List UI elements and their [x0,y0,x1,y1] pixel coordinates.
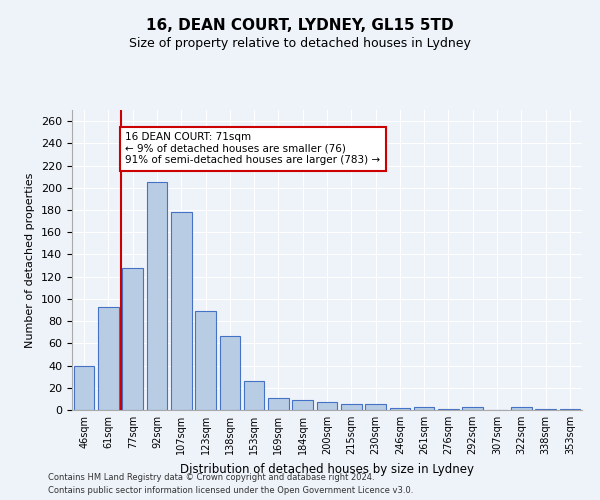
Bar [74,366,94,410]
Bar [122,268,143,410]
Bar [438,409,459,410]
Bar [463,406,483,410]
Text: 16 DEAN COURT: 71sqm
← 9% of detached houses are smaller (76)
91% of semi-detach: 16 DEAN COURT: 71sqm ← 9% of detached ho… [125,132,380,166]
Bar [268,398,289,410]
Bar [414,406,434,410]
Bar [317,402,337,410]
Text: 16, DEAN COURT, LYDNEY, GL15 5TD: 16, DEAN COURT, LYDNEY, GL15 5TD [146,18,454,32]
Bar [560,409,580,410]
Bar [535,409,556,410]
Bar [146,182,167,410]
Y-axis label: Number of detached properties: Number of detached properties [25,172,35,348]
X-axis label: Distribution of detached houses by size in Lydney: Distribution of detached houses by size … [180,462,474,475]
Bar [220,336,240,410]
Bar [195,311,216,410]
Bar [389,408,410,410]
Bar [98,306,119,410]
Text: Contains public sector information licensed under the Open Government Licence v3: Contains public sector information licen… [48,486,413,495]
Text: Size of property relative to detached houses in Lydney: Size of property relative to detached ho… [129,38,471,51]
Bar [365,404,386,410]
Bar [341,404,362,410]
Bar [292,400,313,410]
Bar [171,212,191,410]
Bar [244,381,265,410]
Text: Contains HM Land Registry data © Crown copyright and database right 2024.: Contains HM Land Registry data © Crown c… [48,474,374,482]
Bar [511,406,532,410]
